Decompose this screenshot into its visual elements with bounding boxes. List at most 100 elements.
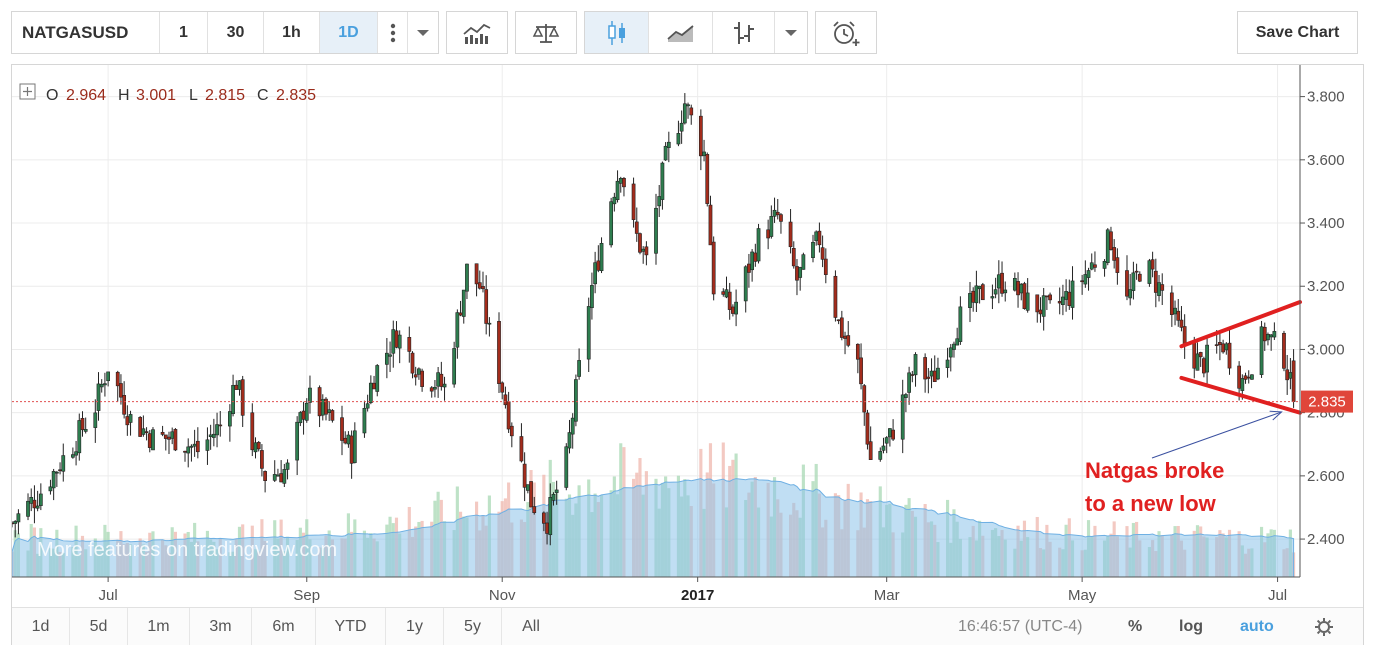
candle-body bbox=[843, 335, 847, 339]
tradingview-watermark[interactable]: More features on tradingview.com bbox=[37, 539, 337, 561]
range-5d-button[interactable]: 5d bbox=[70, 608, 128, 645]
log-scale-toggle[interactable]: log bbox=[1179, 617, 1203, 635]
candle-body bbox=[1262, 326, 1267, 342]
candle bbox=[756, 223, 761, 264]
settings-gear-icon[interactable] bbox=[1314, 608, 1334, 645]
candle bbox=[666, 131, 671, 163]
chart-style-dropdown-icon[interactable] bbox=[775, 12, 807, 53]
range-6m-button[interactable]: 6m bbox=[252, 608, 316, 645]
interval-1-button[interactable]: 1 bbox=[160, 12, 208, 53]
candle bbox=[971, 287, 976, 312]
candle-body bbox=[634, 221, 639, 234]
candle bbox=[952, 341, 956, 358]
candle-body bbox=[929, 370, 934, 377]
candle-body bbox=[644, 246, 649, 256]
candle-body bbox=[955, 338, 960, 346]
candle bbox=[743, 265, 748, 313]
candle bbox=[1067, 279, 1072, 310]
candle bbox=[612, 192, 617, 212]
range-1d-button[interactable]: 1d bbox=[12, 608, 70, 645]
candle-body bbox=[638, 233, 642, 253]
candle bbox=[795, 259, 799, 296]
candle-body bbox=[138, 417, 143, 437]
candle-body bbox=[1035, 294, 1040, 313]
candle-body bbox=[74, 451, 78, 456]
range-all-button[interactable]: All bbox=[522, 617, 540, 635]
interval-1h-button[interactable]: 1h bbox=[264, 12, 320, 53]
candle bbox=[1125, 255, 1129, 301]
candle bbox=[388, 341, 392, 373]
range-1m-button[interactable]: 1m bbox=[128, 608, 190, 645]
candle-body bbox=[727, 291, 732, 310]
candle-body bbox=[567, 432, 572, 449]
candle bbox=[372, 375, 376, 390]
candle-body bbox=[779, 214, 783, 222]
candle bbox=[231, 374, 235, 417]
candle-body bbox=[375, 365, 380, 392]
candle bbox=[144, 427, 149, 441]
candle bbox=[1179, 306, 1184, 332]
price-tick-label: 3.600 bbox=[1307, 152, 1345, 169]
interval-dropdown-icon[interactable] bbox=[408, 12, 438, 53]
candle bbox=[689, 104, 694, 125]
candle-body bbox=[846, 335, 851, 346]
candle bbox=[506, 391, 511, 433]
candle-body bbox=[545, 522, 549, 534]
candle-body bbox=[775, 211, 780, 216]
compare-scale-icon[interactable] bbox=[516, 12, 576, 53]
candle-body bbox=[439, 373, 444, 387]
candle-body bbox=[881, 445, 886, 451]
candle-body bbox=[1022, 283, 1027, 309]
candle-body bbox=[913, 354, 918, 376]
save-chart-button[interactable]: Save Chart bbox=[1255, 23, 1340, 41]
range-ytd-button[interactable]: YTD bbox=[316, 608, 386, 645]
candle bbox=[945, 347, 950, 378]
candle bbox=[1102, 259, 1107, 277]
candle-body bbox=[1137, 273, 1142, 282]
candle bbox=[119, 374, 123, 405]
alarm-clock-icon[interactable] bbox=[816, 12, 876, 53]
candle-body bbox=[859, 357, 863, 385]
chart-toolbar: NATGASUSD 1 30 1h 1D bbox=[0, 0, 1376, 62]
candle bbox=[29, 488, 34, 512]
symbol-search[interactable]: NATGASUSD bbox=[12, 12, 160, 53]
range-5y-button[interactable]: 5y bbox=[444, 608, 502, 645]
candle bbox=[429, 386, 434, 398]
candle-body bbox=[205, 439, 210, 451]
candle bbox=[1291, 349, 1296, 408]
interval-30-button[interactable]: 30 bbox=[208, 12, 264, 53]
candle bbox=[865, 409, 870, 450]
candle-body bbox=[1214, 344, 1219, 346]
candle bbox=[657, 185, 662, 218]
last-price-label-bg bbox=[1301, 390, 1353, 413]
price-chart-svg[interactable]: 2.4002.6002.8003.0003.2003.4003.6003.800… bbox=[12, 65, 1363, 644]
candle bbox=[375, 364, 380, 397]
candle bbox=[455, 309, 460, 359]
candle bbox=[859, 343, 863, 390]
percent-scale-toggle[interactable]: % bbox=[1128, 617, 1143, 635]
candle bbox=[724, 276, 729, 299]
candle-body bbox=[413, 374, 418, 378]
candle bbox=[228, 404, 232, 442]
candle bbox=[622, 177, 626, 197]
candle bbox=[775, 198, 780, 220]
bars-style-icon[interactable] bbox=[713, 12, 775, 53]
indicators-icon[interactable] bbox=[447, 12, 507, 53]
auto-scale-toggle[interactable]: auto bbox=[1240, 617, 1274, 635]
candle-body bbox=[686, 104, 690, 107]
candles-style-icon[interactable] bbox=[585, 12, 649, 53]
range-3m-button[interactable]: 3m bbox=[190, 608, 252, 645]
candle-body bbox=[708, 204, 713, 246]
candle bbox=[888, 428, 892, 447]
interval-1d-button[interactable]: 1D bbox=[320, 12, 378, 53]
more-intervals-icon[interactable] bbox=[378, 12, 408, 53]
candle-body bbox=[1269, 334, 1274, 338]
candle-body bbox=[663, 145, 668, 161]
area-style-icon[interactable] bbox=[649, 12, 713, 53]
candle-body bbox=[285, 462, 290, 470]
range-1y-button[interactable]: 1y bbox=[386, 608, 444, 645]
candle bbox=[13, 520, 18, 538]
candle bbox=[1282, 330, 1286, 372]
candle bbox=[836, 319, 841, 325]
candle bbox=[263, 470, 267, 493]
